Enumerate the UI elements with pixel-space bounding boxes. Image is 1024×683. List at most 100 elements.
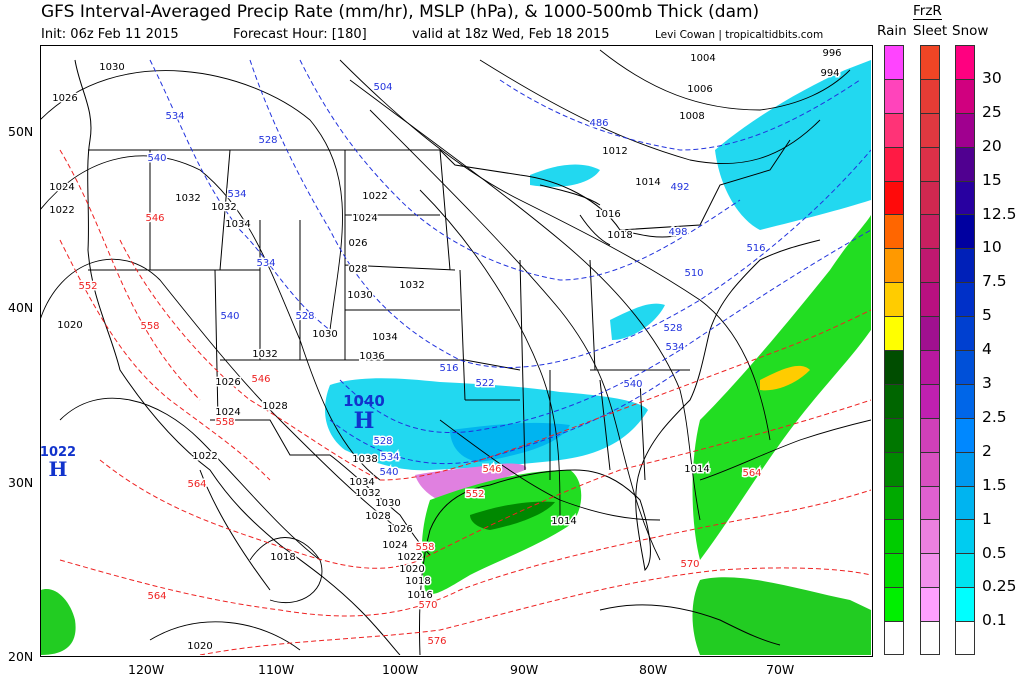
legend-color-box [955,45,975,79]
isobar-label: 1028 [365,511,390,522]
legend-value-label: 4 [982,340,992,359]
thickness-label: 528 [373,436,392,447]
valid-time: valid at 18z Wed, Feb 18 2015 [412,27,610,42]
high-pressure-value: 1040 [343,392,385,410]
legend-frzr-label: FrzR [913,3,942,20]
legend-color-box [955,485,975,520]
legend-color-box [955,112,975,147]
thickness-label: 534 [380,452,399,463]
gulf-coastline [418,239,821,656]
legend-color-box [920,587,940,622]
legend-value-label: 25 [982,102,1002,121]
isobar-label: 1018 [270,552,295,563]
thickness-label: 516 [746,243,765,254]
thickness-label: 504 [373,82,392,93]
snow-area-great-lakes [530,164,600,187]
snow-area-northeast [715,60,871,230]
rain-area-gulf [421,470,582,595]
thickness-label: 534 [256,258,275,269]
thickness-label: 534 [227,189,246,200]
isobar-label: 1006 [687,84,712,95]
legend-color-box [955,383,975,418]
legend-rain-label: Rain [877,23,907,39]
isobar-label: 1018 [405,576,430,587]
isobar-label: 994 [820,68,839,79]
legend-color-box [920,214,940,249]
legend-value-label: 12.5 [982,204,1017,223]
sleet-area [415,463,527,505]
legend-value-label: 20 [982,136,1002,155]
isobar-label: 1030 [99,62,124,73]
precip-layer [41,60,871,655]
thickness-label: 552 [465,489,484,500]
isobar-label: 1004 [690,53,715,64]
cuba [599,604,781,646]
legend-value-label: 1 [982,509,992,528]
legend-color-box [955,451,975,486]
thickness-label: 546 [251,374,270,385]
isobar-label: 1014 [635,177,660,188]
isobar-label: 1024 [382,540,407,551]
us-mexico-border [210,419,431,556]
legend-color-box [884,180,904,215]
credit: Levi Cowan | tropicaltidbits.com [655,29,824,41]
legend-color-box [884,587,904,622]
legend-value-label: 5 [982,306,992,325]
legend-color-box [884,485,904,520]
isobar-label: 1022 [49,205,74,216]
legend-color-box [920,316,940,351]
rain-area-atlantic-heavy [760,365,810,391]
legend-color-box [920,485,940,520]
high-center-1022: 1022 H [40,445,76,481]
isobar-label: 1012 [602,146,627,157]
isobar-label: 1038 [352,454,377,465]
isobar-label: 1022 [362,191,387,202]
high-center-1040: 1040 H [343,392,385,434]
legend-color-box [955,417,975,452]
isobar-label: 026 [348,238,367,249]
thickness-label: 534 [665,342,684,353]
legend-color-box [884,112,904,147]
legend-color-box [884,451,904,486]
legend-color-box [955,180,975,215]
legend-snow-label: Snow [952,23,989,39]
isobar-label: 996 [822,48,841,59]
isobar-label: 1016 [407,590,432,601]
thickness-label: 540 [220,311,239,322]
thickness-label: 540 [147,153,166,164]
thickness-label: 528 [663,323,682,334]
legend-color-box [920,248,940,283]
isobar-label: 1016 [595,209,620,220]
map-title: GFS Interval-Averaged Precip Rate (mm/hr… [41,2,760,22]
legend-color-box [955,214,975,249]
legend-value-label: 2.5 [982,407,1007,426]
map-canvas: 1030102610241022102010321032103410221024… [39,47,872,656]
legend-color-box [884,146,904,181]
isobar-label: 1032 [355,488,380,499]
legend-color-box [920,78,940,113]
isobar-label: 1026 [387,524,412,535]
legend-value-label: 7.5 [982,272,1007,291]
isobar-label: 1032 [399,280,424,291]
legend-rain-colorbar [884,45,904,656]
isobar-label: 1030 [347,290,372,301]
isobar-label: 1020 [399,564,424,575]
legend-color-box [955,248,975,283]
isobar-label: 1030 [312,329,337,340]
legend-color-box [920,350,940,384]
legend-value-label: 3 [982,374,992,392]
legend-color-box [920,417,940,452]
legend-color-box [920,282,940,317]
canada-border [88,139,791,231]
isobar-contours [39,49,872,651]
legend-color-box [955,316,975,351]
isobar-label: 1020 [187,641,212,652]
lon-label-70w: 70W [766,662,795,677]
legend-value-label: 1.5 [982,475,1007,494]
legend-color-box [884,45,904,79]
legend-sleet-label: Sleet [913,23,948,39]
legend-color-box [884,621,904,656]
thickness-label: 486 [589,118,608,129]
legend-color-box [884,248,904,283]
legend-color-box [955,78,975,113]
